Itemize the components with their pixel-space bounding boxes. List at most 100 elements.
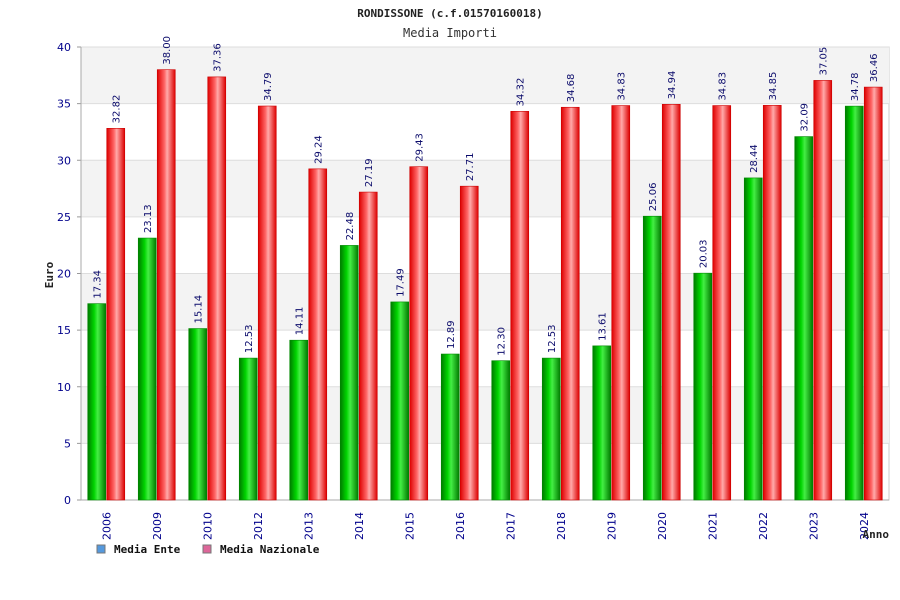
bar-media-ente xyxy=(844,105,864,501)
bar-media-nazionale xyxy=(813,80,833,501)
bar-media-nazionale xyxy=(712,105,732,501)
data-label: 34.85 xyxy=(768,72,779,101)
bar-media-nazionale xyxy=(661,104,681,501)
bars xyxy=(87,69,883,501)
data-label: 20.03 xyxy=(699,240,710,269)
x-tick-label: 2006 xyxy=(100,512,113,540)
bar-media-nazionale xyxy=(207,76,227,501)
bar-media-nazionale xyxy=(257,105,277,501)
bar-media-nazionale xyxy=(308,168,328,501)
data-label: 34.94 xyxy=(667,71,678,100)
y-tick-label: 35 xyxy=(57,98,71,111)
x-tick-label: 2015 xyxy=(403,512,416,540)
data-labels: 17.34 32.82 23.13 38.00 15.14 37.36 12.53 34.79… xyxy=(93,36,881,356)
bar-media-ente xyxy=(289,339,309,501)
data-label: 34.83 xyxy=(617,72,628,101)
x-tick-label: 2020 xyxy=(656,512,669,540)
bar-media-nazionale xyxy=(156,69,176,501)
data-label: 15.14 xyxy=(194,295,205,324)
legend: Media Ente Media Nazionale xyxy=(96,543,320,556)
y-tick-label: 0 xyxy=(64,494,71,507)
data-label: 14.11 xyxy=(295,307,306,336)
data-label: 12.89 xyxy=(446,320,457,349)
y-tick-label: 10 xyxy=(57,381,71,394)
x-tick-label: 2021 xyxy=(706,512,719,540)
legend-swatch-media-ente xyxy=(96,544,106,554)
y-tick-label: 30 xyxy=(57,154,71,167)
data-label: 23.13 xyxy=(143,204,154,233)
data-label: 28.44 xyxy=(749,144,760,173)
bar-media-nazionale xyxy=(106,128,126,501)
bar-media-nazionale xyxy=(762,105,782,501)
bar-media-ente xyxy=(390,301,410,501)
bar-media-ente xyxy=(339,245,359,501)
bar-media-nazionale xyxy=(560,106,580,501)
x-tick-label: 2018 xyxy=(555,512,568,540)
data-label: 27.71 xyxy=(465,153,476,182)
x-tick-label: 2009 xyxy=(151,512,164,540)
data-label: 32.82 xyxy=(112,95,123,124)
data-label: 34.68 xyxy=(566,74,577,103)
y-tick-label: 25 xyxy=(57,211,71,224)
legend-swatch-media-nazionale xyxy=(202,544,212,554)
y-tick-label: 20 xyxy=(57,268,71,281)
data-label: 13.61 xyxy=(598,312,609,341)
data-label: 12.53 xyxy=(244,324,255,353)
x-tick-label: 2012 xyxy=(252,512,265,540)
bar-media-ente xyxy=(743,177,763,501)
data-label: 32.09 xyxy=(800,103,811,132)
bar-media-nazionale xyxy=(358,191,378,501)
bar-media-ente xyxy=(491,360,511,501)
data-label: 37.05 xyxy=(819,47,830,76)
x-tick-label: 2019 xyxy=(605,512,618,540)
bar-media-ente xyxy=(592,345,612,501)
x-tick-label: 2014 xyxy=(353,512,366,540)
x-tick-label: 2023 xyxy=(807,512,820,540)
data-label: 34.79 xyxy=(263,72,274,101)
bar-media-ente xyxy=(238,357,258,501)
data-label: 17.34 xyxy=(93,270,104,299)
data-label: 34.32 xyxy=(516,78,527,107)
x-tick-label: 2022 xyxy=(757,512,770,540)
data-label: 38.00 xyxy=(162,36,173,65)
data-label: 25.06 xyxy=(648,183,659,212)
x-tick-label: 2024 xyxy=(858,512,871,540)
bar-media-ente xyxy=(440,353,460,501)
data-label: 34.78 xyxy=(850,72,861,101)
bar-media-nazionale xyxy=(611,105,631,501)
y-axis-label: Euro xyxy=(43,261,56,288)
y-tick-label: 5 xyxy=(64,437,71,450)
legend-label-media-ente: Media Ente xyxy=(114,543,181,556)
data-label: 12.53 xyxy=(547,324,558,353)
x-axis-label: Anno xyxy=(863,528,890,541)
data-label: 36.46 xyxy=(869,53,880,82)
legend-label-media-nazionale: Media Nazionale xyxy=(220,543,320,556)
bar-media-ente xyxy=(693,272,713,501)
bar-media-nazionale xyxy=(459,185,479,501)
bar-media-ente xyxy=(188,328,208,501)
data-label: 12.30 xyxy=(497,327,508,356)
x-tick-label: 2017 xyxy=(504,512,517,540)
bar-media-ente xyxy=(541,357,561,501)
bar-media-nazionale xyxy=(409,166,429,501)
bar-media-ente xyxy=(137,237,157,501)
data-label: 34.83 xyxy=(718,72,729,101)
chart-subtitle: Media Importi xyxy=(403,26,497,40)
chart-title: RONDISSONE (c.f.01570160018) xyxy=(357,7,542,20)
bar-media-nazionale xyxy=(510,111,530,501)
x-tick-label: 2016 xyxy=(454,512,467,540)
data-label: 29.43 xyxy=(415,133,426,162)
data-label: 27.19 xyxy=(364,158,375,187)
bar-media-ente xyxy=(642,215,662,501)
x-tick-label: 2010 xyxy=(201,512,214,540)
data-label: 29.24 xyxy=(314,135,325,164)
bar-media-ente xyxy=(87,303,107,501)
bar-media-ente xyxy=(794,136,814,501)
data-label: 37.36 xyxy=(213,43,224,72)
y-tick-label: 40 xyxy=(57,41,71,54)
data-label: 22.48 xyxy=(345,212,356,241)
y-tick-label: 15 xyxy=(57,324,71,337)
bar-media-nazionale xyxy=(863,86,883,501)
x-axis-ticks: 2006 2009 2010 2012 2013 2014 2015 2016 2017 2018… xyxy=(100,512,871,540)
